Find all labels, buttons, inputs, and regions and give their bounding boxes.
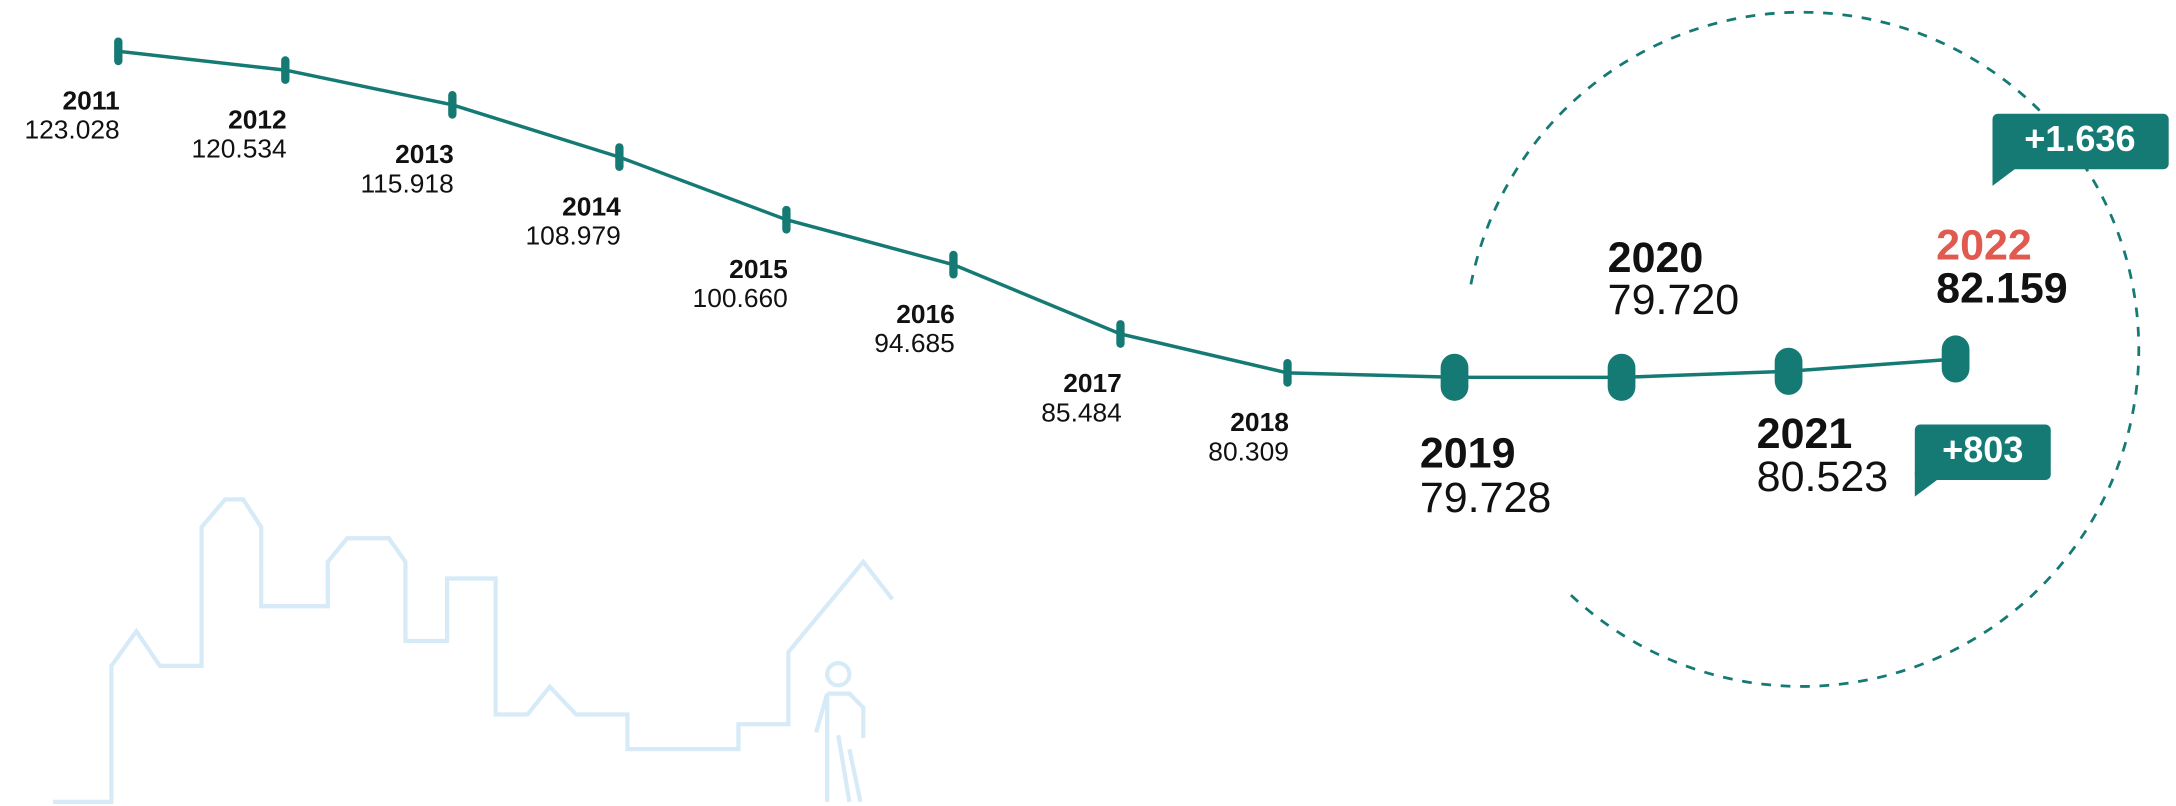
year-label: 2016: [896, 299, 955, 329]
year-label: 2018: [1230, 407, 1289, 437]
point-marker: [114, 37, 123, 66]
year-label: 2015: [729, 254, 788, 284]
value-label: 85.484: [1041, 397, 1122, 427]
value-label: 79.728: [1420, 474, 1552, 522]
value-label: 80.523: [1757, 453, 1889, 501]
change-badge: +1.636: [1992, 113, 2169, 186]
badge-text: +1.636: [2024, 118, 2135, 159]
point-marker: [1116, 320, 1125, 348]
point-marker: [782, 205, 791, 234]
point-marker: [949, 250, 958, 279]
year-label: 2019: [1420, 430, 1516, 478]
value-label: 120.534: [191, 134, 286, 164]
point-marker: [1283, 359, 1292, 387]
year-label: 2013: [395, 139, 454, 169]
year-label: 2022: [1936, 221, 2032, 269]
point-marker: [1941, 335, 1970, 383]
value-label: 82.159: [1936, 264, 2068, 312]
value-label: 115.918: [360, 168, 453, 198]
value-label: 108.979: [526, 220, 621, 250]
skyline-illustration: [53, 497, 895, 804]
year-label: 2014: [562, 191, 621, 221]
value-label: 79.720: [1608, 276, 1740, 324]
point-marker: [448, 90, 457, 119]
value-label: 80.309: [1208, 436, 1289, 466]
point-marker: [1607, 353, 1636, 401]
value-label: 100.660: [693, 283, 788, 313]
badge-text: +803: [1942, 429, 2023, 470]
value-label: 94.685: [874, 328, 955, 358]
year-label: 2020: [1608, 234, 1704, 282]
highlight-ring: [1469, 10, 2141, 688]
year-label: 2021: [1757, 410, 1853, 458]
value-label: 123.028: [24, 115, 119, 145]
year-label: 2017: [1063, 368, 1122, 398]
point-marker: [281, 56, 290, 84]
year-label: 2012: [228, 104, 287, 134]
point-marker: [615, 143, 624, 171]
year-label: 2011: [63, 86, 120, 116]
point-marker: [1774, 347, 1803, 395]
point-marker: [1440, 353, 1469, 401]
change-badge: +803: [1914, 424, 2051, 497]
trend-line: [118, 49, 1956, 380]
